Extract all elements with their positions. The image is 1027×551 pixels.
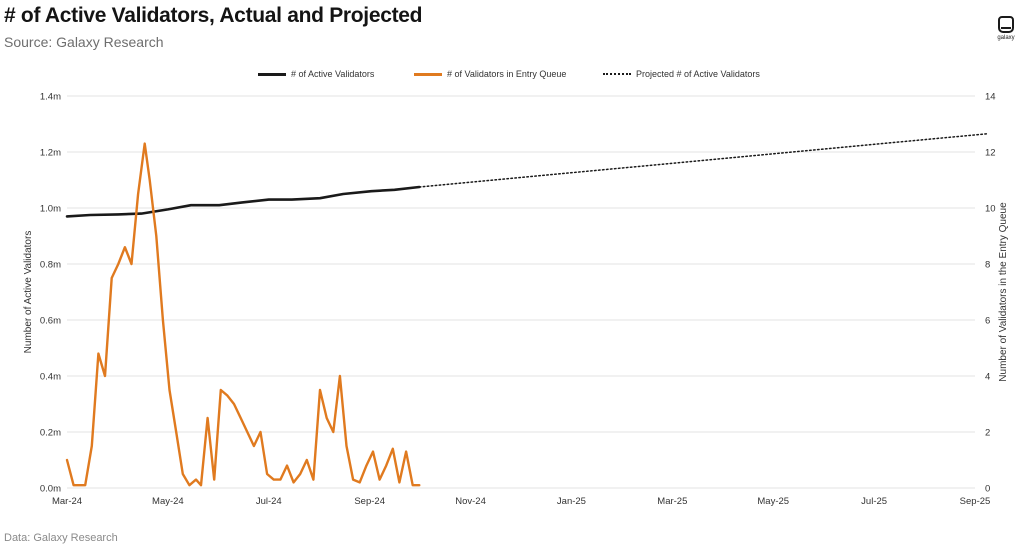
legend-item-queue: # of Validators in Entry Queue xyxy=(414,67,566,81)
legend-swatch-queue xyxy=(414,72,442,76)
legend-item-active: # of Active Validators xyxy=(258,67,374,81)
legend-swatch-projected xyxy=(603,73,631,75)
y-right-tick-label: 2 xyxy=(985,428,990,439)
x-tick-label: May-24 xyxy=(152,496,184,507)
x-tick-label: Mar-24 xyxy=(52,496,82,507)
y-right-tick-label: 4 xyxy=(985,372,990,383)
y-left-tick-label: 0.8m xyxy=(40,260,61,271)
series-line-entry-queue xyxy=(65,142,421,487)
x-tick-label: Sep-24 xyxy=(354,496,385,507)
y-left-tick-label: 0.2m xyxy=(40,428,61,439)
chart-legend: # of Active Validators # of Validators i… xyxy=(0,67,1027,81)
y-right-tick-label: 10 xyxy=(985,204,996,215)
y-left-tick-label: 1.0m xyxy=(40,204,61,215)
y-left-axis-title: Number of Active Validators xyxy=(23,231,34,354)
x-tick-label: Jul-24 xyxy=(256,496,282,507)
y-left-tick-label: 1.2m xyxy=(40,148,61,159)
y-right-tick-label: 14 xyxy=(985,92,996,103)
y-right-tick-label: 0 xyxy=(985,484,990,495)
y-left-tick-label: 0.4m xyxy=(40,372,61,383)
series-line-active xyxy=(65,185,421,218)
legend-item-projected: Projected # of Active Validators xyxy=(603,67,760,81)
x-tick-label: Jan-25 xyxy=(557,496,586,507)
legend-label-active: # of Active Validators xyxy=(291,69,375,79)
galaxy-logo-text: galaxy xyxy=(997,35,1015,41)
chart-title: # of Active Validators, Actual and Proje… xyxy=(4,4,423,27)
galaxy-logo-icon xyxy=(998,16,1014,33)
legend-label-queue: # of Validators in Entry Queue xyxy=(447,69,567,79)
footer-source: Data: Galaxy Research xyxy=(4,532,118,544)
y-right-axis-title: Number of Validators in the Entry Queue xyxy=(998,202,1009,382)
x-tick-label: Nov-24 xyxy=(455,496,486,507)
x-tick-label: May-25 xyxy=(757,496,789,507)
y-left-tick-label: 0.0m xyxy=(40,484,61,495)
galaxy-logo: galaxy xyxy=(993,16,1019,50)
legend-swatch-active xyxy=(258,72,286,76)
x-tick-label: Mar-25 xyxy=(657,496,687,507)
x-tick-label: Jul-25 xyxy=(861,496,887,507)
y-left-tick-label: 0.6m xyxy=(40,316,61,327)
legend-label-projected: Projected # of Active Validators xyxy=(636,69,760,79)
series-line-projected xyxy=(418,133,988,188)
chart-subtitle: Source: Galaxy Research xyxy=(4,34,164,50)
y-right-tick-label: 8 xyxy=(985,260,990,271)
y-left-tick-label: 1.4m xyxy=(40,92,61,103)
y-right-tick-label: 12 xyxy=(985,148,996,159)
x-tick-label: Sep-25 xyxy=(960,496,991,507)
y-right-tick-label: 6 xyxy=(985,316,990,327)
